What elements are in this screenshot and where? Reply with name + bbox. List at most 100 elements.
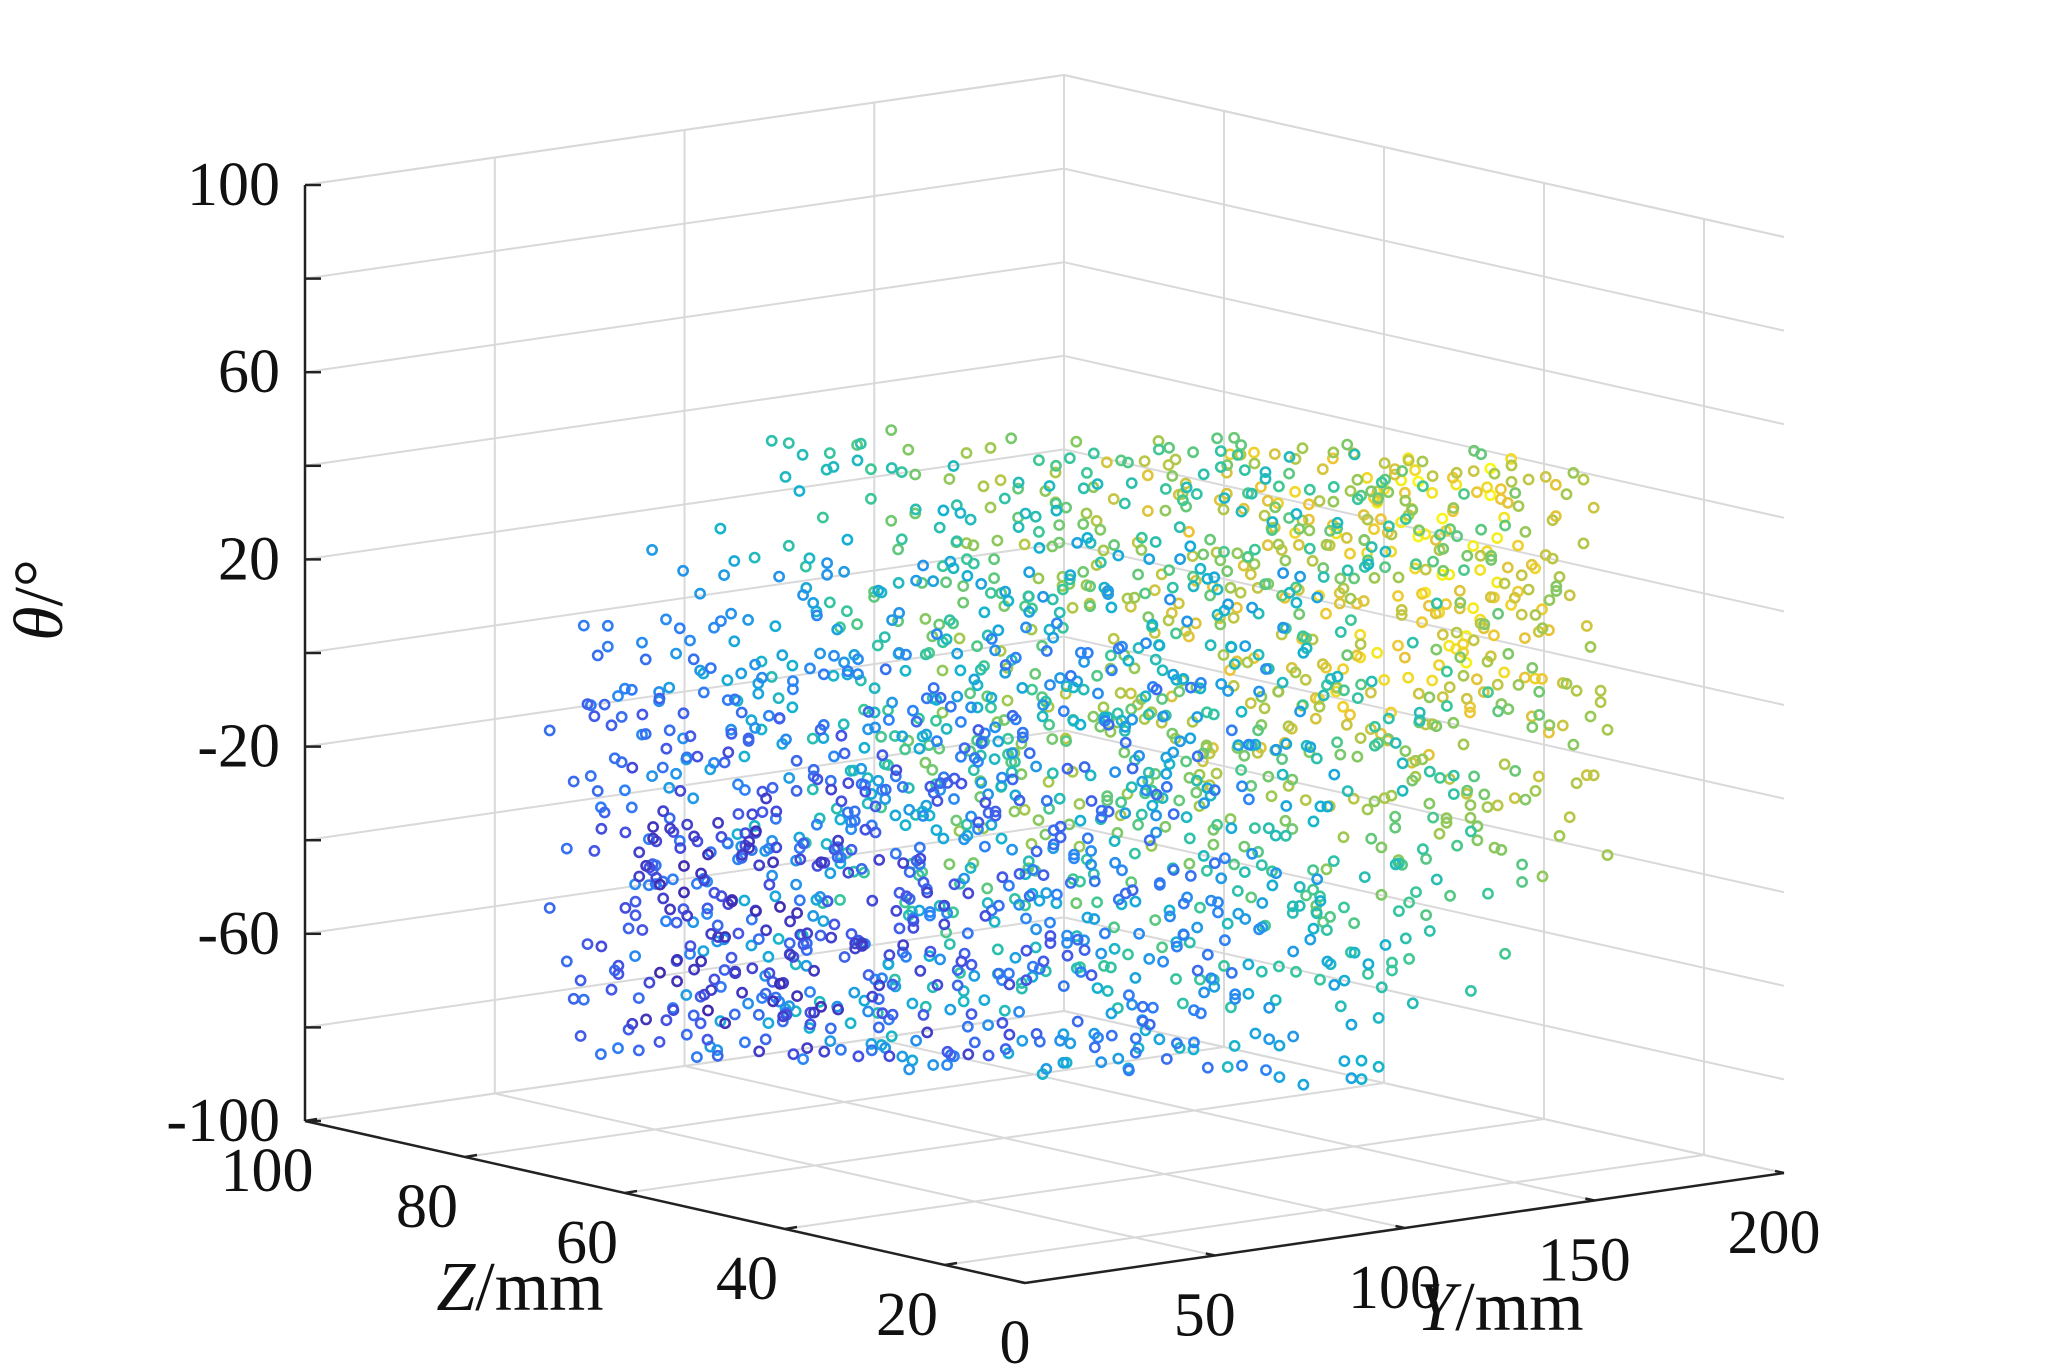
data-point xyxy=(619,682,631,695)
data-point xyxy=(999,666,1012,679)
data-point xyxy=(1181,615,1193,628)
data-point xyxy=(957,580,970,592)
data-point xyxy=(1085,858,1097,871)
data-point xyxy=(797,1053,809,1065)
data-point xyxy=(937,504,950,517)
data-point xyxy=(701,1033,714,1046)
data-point xyxy=(1163,441,1175,454)
data-point xyxy=(984,501,997,514)
data-point xyxy=(1248,457,1261,470)
data-point xyxy=(701,902,714,915)
data-point xyxy=(1136,1000,1149,1013)
data-point xyxy=(1184,870,1197,882)
data-point xyxy=(1413,714,1426,727)
data-point xyxy=(1258,702,1271,715)
data-point xyxy=(601,640,614,653)
data-point xyxy=(769,620,782,633)
data-point xyxy=(1344,485,1357,497)
data-point xyxy=(749,722,761,734)
data-point xyxy=(924,780,937,793)
data-point xyxy=(1091,478,1104,490)
data-point xyxy=(1570,777,1583,790)
data-point xyxy=(767,856,779,869)
data-point xyxy=(595,822,608,835)
data-point xyxy=(821,557,833,569)
data-point xyxy=(1074,814,1087,827)
data-point xyxy=(943,614,956,627)
data-point xyxy=(1529,609,1542,621)
data-point xyxy=(1362,558,1375,571)
data-point xyxy=(725,607,737,620)
data-point xyxy=(818,1045,831,1058)
data-point xyxy=(1441,665,1453,678)
data-point xyxy=(732,927,745,940)
data-point xyxy=(1331,522,1343,535)
data-point xyxy=(801,1042,814,1054)
data-point xyxy=(1183,832,1196,845)
data-point xyxy=(1197,548,1210,561)
data-point xyxy=(1277,621,1289,634)
data-point xyxy=(1070,435,1083,448)
data-point xyxy=(748,820,761,832)
data-point xyxy=(1434,772,1446,784)
data-point xyxy=(865,492,877,505)
data-point xyxy=(824,867,837,880)
data-point xyxy=(653,1036,666,1048)
data-point xyxy=(1417,843,1429,856)
data-point xyxy=(770,805,783,818)
data-point xyxy=(1108,942,1121,955)
data-point xyxy=(1129,1046,1142,1059)
data-point xyxy=(1279,814,1292,827)
data-point xyxy=(1465,985,1477,997)
data-point xyxy=(772,692,785,705)
data-point xyxy=(1116,864,1128,877)
data-point xyxy=(1153,877,1166,889)
data-point xyxy=(1190,488,1203,500)
data-point xyxy=(687,916,700,929)
data-point xyxy=(994,474,1007,487)
data-point xyxy=(876,1007,889,1020)
data-point xyxy=(694,587,706,600)
data-point xyxy=(1447,788,1460,800)
data-point xyxy=(814,723,827,736)
data-point xyxy=(1536,622,1549,635)
data-point xyxy=(1037,590,1049,603)
data-point xyxy=(1286,900,1299,913)
data-point xyxy=(1245,487,1258,500)
data-point xyxy=(1379,939,1392,951)
data-point xyxy=(735,706,748,719)
data-point xyxy=(1399,513,1412,525)
data-point xyxy=(1081,466,1093,479)
data-point xyxy=(1316,463,1329,476)
data-point xyxy=(1313,589,1325,602)
data-point xyxy=(1236,780,1248,793)
data-point xyxy=(1066,601,1079,614)
data-point xyxy=(965,958,978,971)
data-point xyxy=(1054,820,1067,833)
data-point xyxy=(1345,1072,1358,1085)
data-point xyxy=(1146,799,1159,812)
data-point xyxy=(1171,940,1183,953)
data-point xyxy=(920,728,933,741)
data-point xyxy=(906,997,919,1010)
data-point xyxy=(992,735,1005,748)
data-point xyxy=(1290,508,1303,520)
data-point xyxy=(1358,871,1371,883)
data-point xyxy=(1385,789,1398,802)
data-point xyxy=(1412,687,1425,700)
data-point xyxy=(1577,537,1590,550)
data-point xyxy=(1146,618,1159,631)
data-point xyxy=(1166,470,1179,482)
data-point xyxy=(1567,738,1580,751)
data-point xyxy=(1100,456,1113,469)
grid-line xyxy=(304,1010,1065,1122)
data-point xyxy=(869,826,882,839)
data-point xyxy=(1050,459,1062,472)
data-point xyxy=(1533,709,1546,721)
data-point xyxy=(992,967,1005,980)
data-point xyxy=(1173,794,1186,807)
data-point xyxy=(732,808,745,820)
data-point xyxy=(601,619,614,632)
data-point xyxy=(739,784,751,796)
data-point xyxy=(1587,769,1600,782)
